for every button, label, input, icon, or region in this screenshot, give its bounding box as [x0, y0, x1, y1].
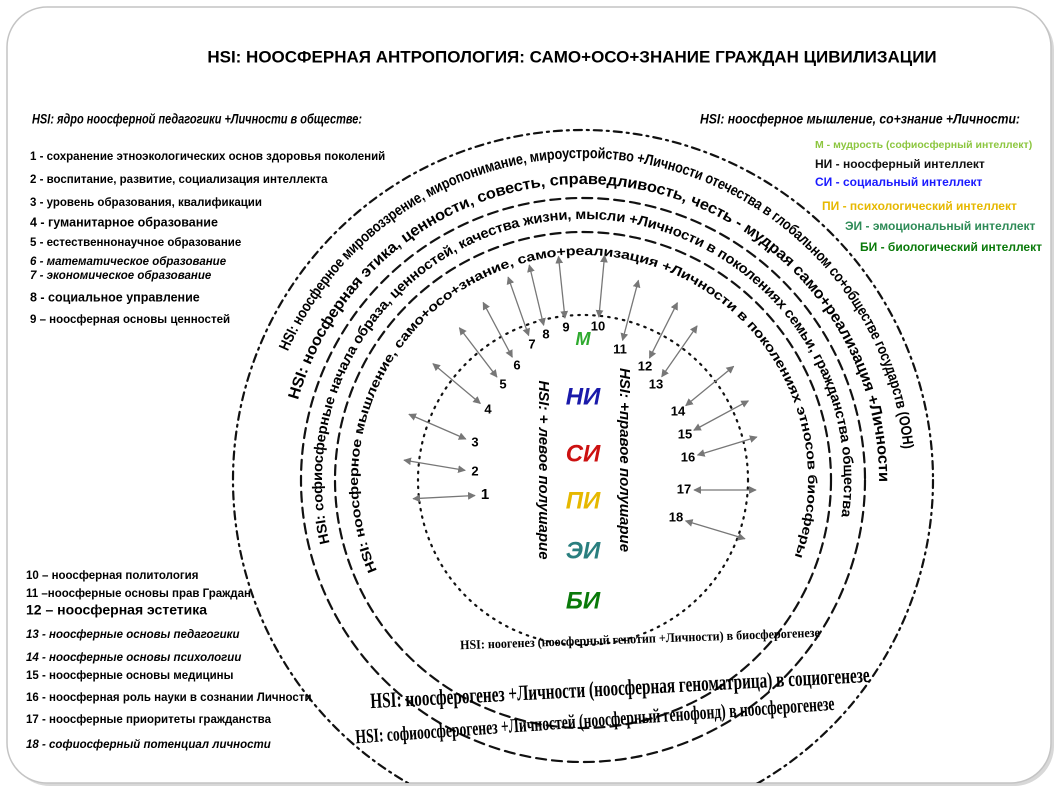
bottom-item: 14 - ноосферные основы психологии	[26, 652, 241, 664]
number-label: 7	[528, 336, 535, 351]
arrow	[595, 254, 608, 318]
number-label: 5	[499, 376, 506, 391]
bottom-item: 15 - ноосферные основы медицины	[26, 670, 234, 682]
ring-line	[299, 196, 867, 764]
number-label: 1	[481, 486, 489, 503]
number-label: 4	[484, 401, 492, 416]
arrow	[412, 491, 476, 503]
right-item: ЭИ - эмоциональный интеллект	[845, 219, 1036, 233]
number-label: 12	[638, 358, 652, 373]
right-hemisphere: HSI: +правое полушарие	[616, 368, 633, 552]
center-letter: ПИ	[566, 487, 601, 514]
left-item: 4 - гуманитарное образование	[30, 215, 218, 229]
arrow	[482, 301, 513, 358]
arrow	[693, 400, 750, 431]
bottom-item: 12 – ноосферная эстетика	[26, 602, 207, 618]
arrow	[555, 255, 569, 319]
bottom-item: 16 - ноосферная роль науки в сознании Ли…	[26, 692, 312, 704]
title: HSI: НООСФЕРНАЯ АНТРОПОЛОГИЯ: САМО+ОСО+З…	[207, 47, 936, 66]
right-item: ПИ - психологический интеллект	[822, 199, 1017, 213]
right-item: М - мудрость (софиосферный интеллект)	[815, 139, 1032, 151]
arrow	[685, 365, 735, 407]
bottom-item: 18 - софиосферный потенциал личности	[26, 739, 271, 751]
arrow	[458, 327, 498, 378]
center-letter: ЭИ	[566, 537, 601, 564]
number-label: 13	[649, 376, 663, 391]
left-item: 2 - воспитание, развитие, социализация и…	[30, 174, 328, 186]
number-label: 14	[671, 403, 686, 418]
number-label: 16	[681, 449, 695, 464]
arrow	[696, 435, 758, 457]
right-item: БИ - биологический интеллект	[860, 240, 1042, 254]
center-letter: М	[576, 329, 592, 349]
ring-line	[231, 128, 935, 783]
number-label: 17	[677, 481, 691, 496]
arrow	[620, 279, 641, 342]
arrow	[506, 276, 531, 337]
number-label: 9	[562, 319, 569, 334]
number-label: 18	[669, 509, 683, 524]
number-label: 8	[542, 326, 549, 341]
center-letter: НИ	[566, 383, 601, 410]
number-label: 10	[591, 318, 605, 333]
ring-line	[416, 313, 750, 647]
left-item: 3 - уровень образования, квалификации	[30, 197, 262, 209]
arrow	[408, 413, 467, 440]
arrow	[432, 363, 481, 405]
left-item: 1 - сохранение этноэкологических основ з…	[30, 151, 385, 163]
left-item: 7 - экономическое образование	[30, 270, 212, 282]
left-item: 6 - математическое образование	[30, 256, 227, 268]
left-item: 5 - естественнонаучное образование	[30, 237, 241, 249]
frame	[6, 6, 1052, 784]
right-item: СИ - социальный интеллект	[815, 175, 983, 189]
bottom-item: 11 –ноосферные основы прав Граждан	[26, 588, 251, 600]
arrow	[684, 519, 746, 541]
right-heading: HSI: ноосферное мышление, со+знание +Лич…	[700, 111, 1020, 127]
number-label: 15	[678, 426, 692, 441]
number-label: 2	[471, 463, 478, 478]
arrow	[527, 264, 546, 327]
center-letter: БИ	[566, 587, 601, 614]
bottom-item: 13 - ноосферные основы педагогики	[26, 629, 240, 641]
rings-area	[231, 128, 935, 783]
arrow	[403, 457, 466, 474]
right-item: НИ - ноосферный интеллект	[815, 157, 985, 171]
number-label: 3	[471, 434, 478, 449]
bottom-item: 10 – ноосферная политология	[26, 570, 198, 582]
number-label: 6	[513, 357, 520, 372]
left-item: 9 – ноосферная основы ценностей	[30, 314, 230, 326]
number-label: 11	[613, 341, 627, 356]
left-heading: HSI: ядро ноосферной педагогики +Личност…	[32, 111, 362, 127]
center-letter: СИ	[566, 440, 601, 467]
ring-line	[333, 230, 833, 730]
bottom-item: 17 - ноосферные приоритеты гражданства	[26, 714, 272, 726]
left-hemisphere: HSI: + левое полушарие	[535, 380, 552, 559]
left-item: 8 - социальное управление	[30, 290, 200, 304]
arrow	[661, 325, 698, 378]
